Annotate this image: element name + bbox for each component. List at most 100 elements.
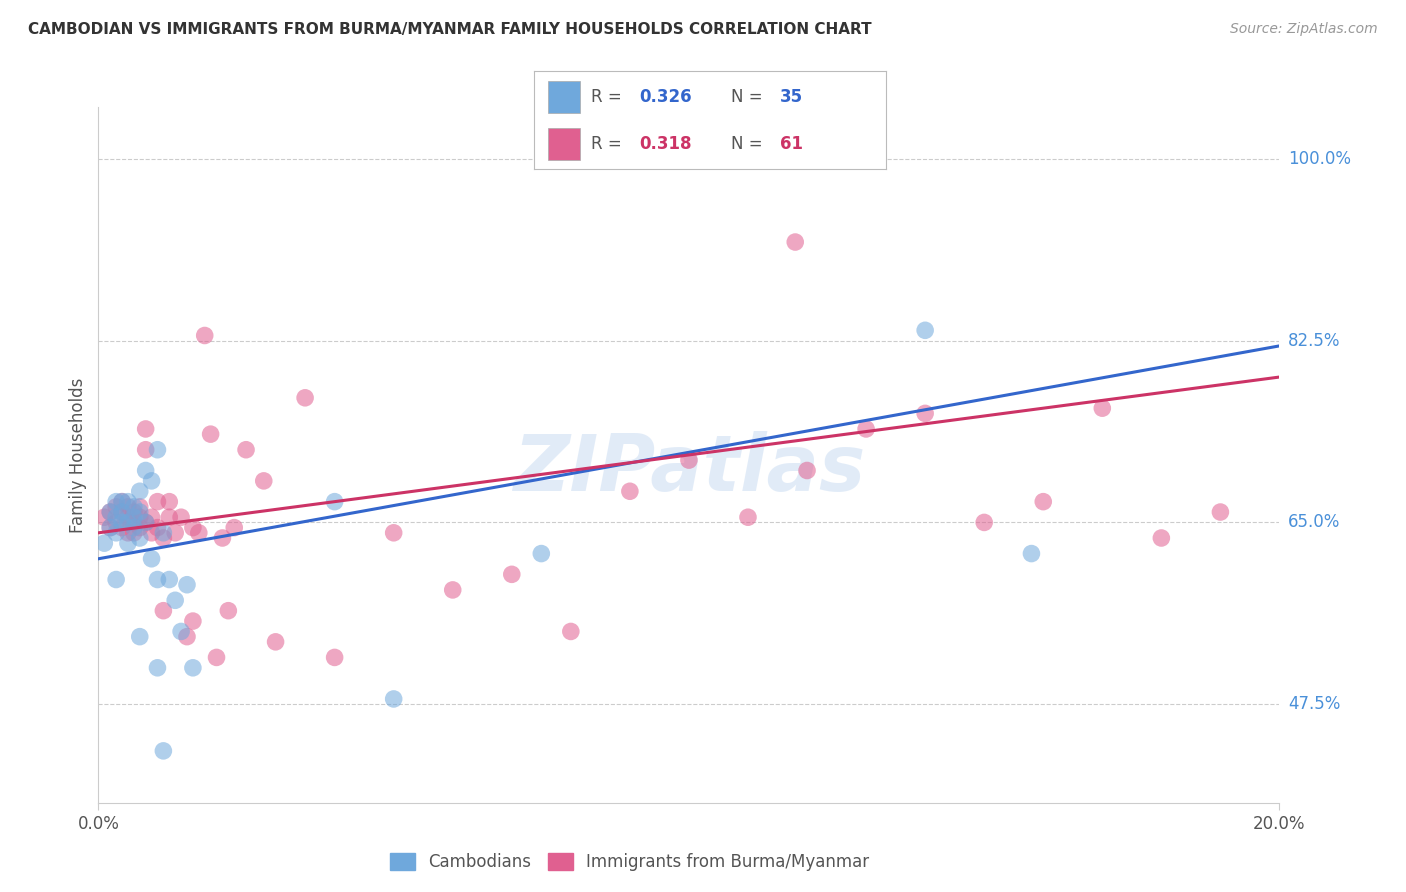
Point: [176, 578, 198, 592]
Point: [211, 531, 233, 545]
Point: [737, 510, 759, 524]
Point: [217, 604, 239, 618]
Point: [152, 525, 174, 540]
Point: [165, 525, 187, 540]
Point: [382, 525, 405, 540]
Point: [128, 510, 150, 524]
Point: [181, 614, 204, 628]
Point: [146, 520, 169, 534]
Point: [135, 516, 157, 530]
Point: [141, 510, 163, 524]
Point: [117, 500, 139, 514]
Text: 0.326: 0.326: [640, 88, 692, 106]
Point: [93, 510, 115, 524]
Point: [323, 494, 346, 508]
Point: [128, 505, 150, 519]
Point: [146, 442, 169, 457]
Point: [170, 624, 193, 639]
Point: [122, 505, 145, 519]
Point: [135, 422, 157, 436]
Point: [501, 567, 523, 582]
Point: [194, 328, 217, 343]
Point: [152, 744, 174, 758]
Point: [253, 474, 276, 488]
Point: [105, 510, 128, 524]
Point: [914, 323, 936, 337]
Text: N =: N =: [731, 135, 768, 153]
Point: [111, 505, 134, 519]
Point: [128, 531, 150, 545]
Point: [1021, 547, 1043, 561]
Point: [105, 525, 128, 540]
Text: N =: N =: [731, 88, 768, 106]
Text: 35: 35: [780, 88, 803, 106]
Text: 100.0%: 100.0%: [1288, 150, 1351, 168]
Point: [135, 516, 157, 530]
Point: [1209, 505, 1232, 519]
Point: [122, 516, 145, 530]
Point: [294, 391, 316, 405]
Point: [323, 650, 346, 665]
Text: Source: ZipAtlas.com: Source: ZipAtlas.com: [1230, 22, 1378, 37]
Point: [111, 494, 134, 508]
Legend: Cambodians, Immigrants from Burma/Myanmar: Cambodians, Immigrants from Burma/Myanma…: [384, 847, 876, 878]
Point: [914, 406, 936, 420]
Point: [141, 525, 163, 540]
Bar: [548, 128, 579, 160]
Text: 65.0%: 65.0%: [1288, 514, 1340, 532]
Point: [382, 692, 405, 706]
Point: [128, 484, 150, 499]
Point: [146, 573, 169, 587]
Point: [111, 520, 134, 534]
Point: [181, 661, 204, 675]
Point: [235, 442, 257, 457]
Bar: [548, 81, 579, 112]
Point: [224, 520, 246, 534]
Point: [796, 463, 818, 477]
Point: [176, 630, 198, 644]
Text: 61: 61: [780, 135, 803, 153]
Point: [117, 510, 139, 524]
Point: [141, 551, 163, 566]
Point: [785, 235, 807, 249]
Point: [200, 427, 222, 442]
Text: ZIPatlas: ZIPatlas: [513, 431, 865, 507]
Point: [441, 582, 464, 597]
Point: [157, 510, 180, 524]
Point: [855, 422, 877, 436]
Point: [105, 494, 128, 508]
Text: CAMBODIAN VS IMMIGRANTS FROM BURMA/MYANMAR FAMILY HOUSEHOLDS CORRELATION CHART: CAMBODIAN VS IMMIGRANTS FROM BURMA/MYANM…: [28, 22, 872, 37]
Point: [122, 500, 145, 514]
Point: [105, 516, 128, 530]
Point: [128, 630, 150, 644]
Point: [98, 520, 121, 534]
Point: [135, 442, 157, 457]
Point: [111, 516, 134, 530]
Point: [117, 525, 139, 540]
Point: [973, 516, 995, 530]
Point: [264, 635, 287, 649]
Text: 47.5%: 47.5%: [1288, 695, 1340, 713]
Point: [181, 520, 204, 534]
Point: [146, 494, 169, 508]
Point: [117, 494, 139, 508]
Y-axis label: Family Households: Family Households: [69, 377, 87, 533]
Text: 82.5%: 82.5%: [1288, 332, 1340, 350]
Point: [105, 500, 128, 514]
Point: [98, 505, 121, 519]
Point: [98, 505, 121, 519]
Text: 0.318: 0.318: [640, 135, 692, 153]
Point: [1091, 401, 1114, 416]
Point: [157, 573, 180, 587]
Point: [111, 505, 134, 519]
Point: [128, 520, 150, 534]
Point: [165, 593, 187, 607]
Point: [122, 525, 145, 540]
Point: [170, 510, 193, 524]
Point: [1150, 531, 1173, 545]
Point: [560, 624, 582, 639]
Point: [619, 484, 641, 499]
Text: R =: R =: [591, 88, 627, 106]
Text: R =: R =: [591, 135, 627, 153]
Point: [135, 463, 157, 477]
